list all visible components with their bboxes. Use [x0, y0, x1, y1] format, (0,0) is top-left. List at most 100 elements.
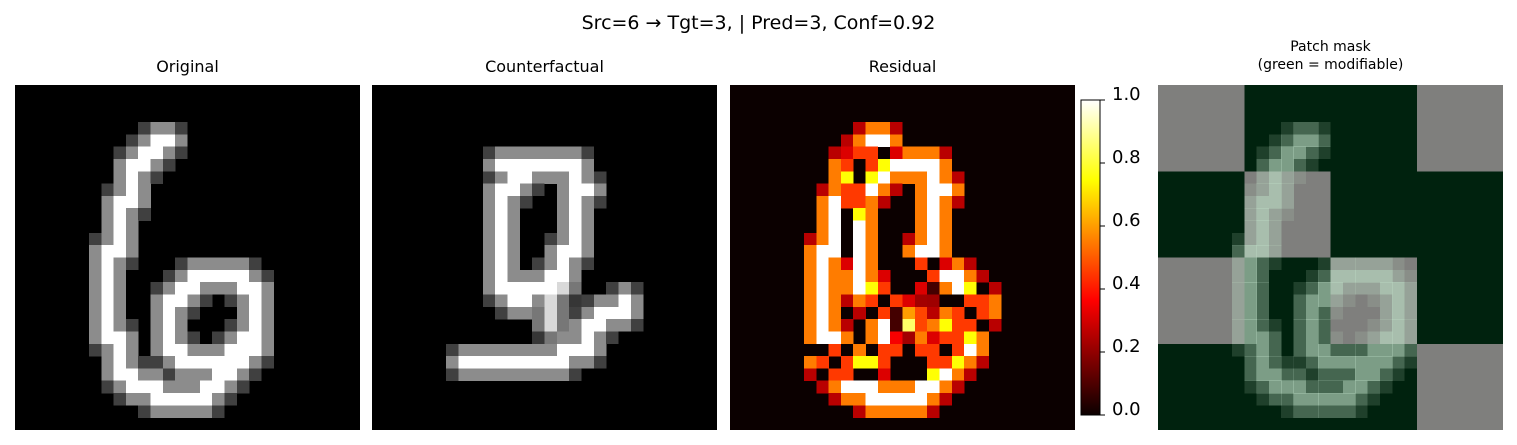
pixel [125, 134, 139, 147]
mask-patch-fixed [1416, 343, 1503, 430]
overlay-pixel [1379, 356, 1393, 369]
overlay-pixel [1305, 331, 1319, 344]
overlay-pixel [1244, 183, 1257, 197]
pixel [175, 134, 188, 147]
counterfactual-title: Counterfactual [485, 57, 604, 76]
overlay-pixel [1293, 356, 1307, 369]
pixel [482, 245, 496, 258]
pixel [224, 257, 238, 271]
pixel [556, 171, 570, 184]
pixel [556, 257, 570, 271]
pixel [519, 195, 533, 209]
pixel [162, 343, 176, 357]
pixel [519, 269, 533, 283]
pixel [150, 331, 164, 344]
overlay-pixel [1256, 356, 1270, 369]
overlay-pixel [1355, 380, 1368, 394]
overlay-pixel [1318, 306, 1331, 320]
pixel [236, 294, 250, 308]
residual-pixel [939, 220, 953, 234]
residual-pixel [914, 306, 928, 320]
residual-pixel [877, 269, 891, 283]
pixel [175, 331, 188, 344]
pixel [507, 306, 521, 320]
pixel [593, 294, 607, 308]
residual-pixel [865, 171, 879, 184]
overlay-pixel [1268, 232, 1282, 246]
overlay-pixel [1281, 134, 1294, 147]
pixel [544, 356, 558, 369]
residual-pixel [840, 319, 854, 332]
pixel [138, 183, 151, 197]
pixel [519, 171, 533, 184]
pixel [482, 282, 496, 295]
residual-pixel [803, 269, 817, 283]
overlay-pixel [1305, 393, 1319, 406]
residual-pixel [914, 245, 928, 258]
overlay-pixel [1318, 380, 1331, 394]
overlay-pixel [1318, 121, 1331, 135]
overlay-pixel [1305, 306, 1319, 320]
overlay-pixel [1256, 269, 1270, 283]
overlay-pixel [1355, 269, 1368, 283]
overlay-pixel [1404, 343, 1417, 357]
overlay-pixel [1268, 220, 1282, 234]
overlay-pixel [1318, 282, 1331, 295]
pixel [88, 331, 102, 344]
pixel [519, 146, 533, 160]
residual-pixel [927, 380, 940, 394]
overlay-pixel [1256, 282, 1270, 295]
residual-pixel [816, 183, 829, 197]
pixel [224, 356, 238, 369]
pixel [187, 356, 201, 369]
residual-pixel [951, 269, 965, 283]
residual-pixel [914, 319, 928, 332]
overlay-pixel [1379, 269, 1393, 283]
residual-pixel [865, 269, 879, 283]
residual-pixel [865, 294, 879, 308]
residual-pixel [927, 220, 940, 234]
residual-pixel [976, 306, 989, 320]
overlay-pixel [1293, 146, 1307, 160]
overlay-pixel [1379, 294, 1393, 308]
residual-pixel [914, 183, 928, 197]
residual-pixel [939, 257, 953, 271]
pixel [150, 146, 164, 160]
overlay-pixel [1281, 195, 1294, 209]
residual-pixel [803, 294, 817, 308]
pixel [125, 146, 139, 160]
pixel [138, 393, 151, 406]
residual-pixel [988, 306, 1002, 320]
pixel [150, 380, 164, 394]
residual-pixel [853, 405, 866, 418]
overlay-pixel [1379, 257, 1393, 271]
pixel [507, 171, 521, 184]
pixel [249, 356, 262, 369]
residual-pixel [840, 269, 854, 283]
residual-pixel [927, 195, 940, 209]
pixel [544, 171, 558, 184]
overlay-pixel [1355, 257, 1368, 271]
overlay-pixel [1268, 356, 1282, 369]
pixel [88, 306, 102, 320]
residual-pixel [939, 356, 953, 369]
overlay-pixel [1231, 245, 1245, 258]
pixel [150, 405, 164, 418]
mask-patch-modifiable [1330, 85, 1417, 172]
residual-pixel [927, 405, 940, 418]
overlay-pixel [1268, 195, 1282, 209]
residual-pixel [914, 257, 928, 271]
pixel [187, 257, 201, 271]
pixel [581, 195, 595, 209]
figure-suptitle: Src=6 → Tgt=3, | Pred=3, Conf=0.92 [581, 12, 936, 34]
pixel [556, 343, 570, 357]
pixel [532, 294, 545, 308]
pixel [113, 269, 127, 283]
colorbar-tick-3: 0.6 [1112, 210, 1141, 231]
pixel [630, 319, 644, 332]
residual-pixel [890, 121, 903, 135]
pixel [199, 257, 213, 271]
residual-pixel [939, 368, 953, 381]
residual-pixel [803, 331, 817, 344]
overlay-pixel [1318, 134, 1331, 147]
